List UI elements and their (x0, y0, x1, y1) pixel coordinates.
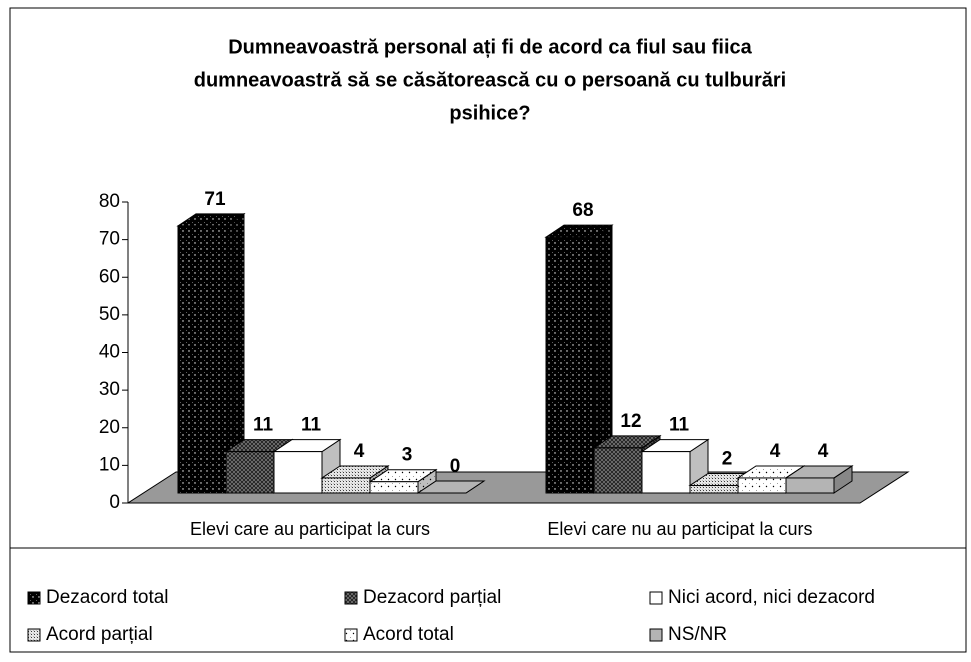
legend-swatch (649, 628, 663, 642)
data-label: 71 (204, 189, 226, 210)
legend-label: Dezacord total (46, 587, 169, 608)
legend-label: NS/NR (668, 624, 727, 645)
data-label: 2 (722, 448, 733, 469)
data-label: 4 (770, 441, 781, 462)
data-label: 11 (253, 415, 274, 436)
y-tick-label: 60 (99, 266, 120, 287)
bar (368, 468, 438, 494)
legend-label: Acord total (363, 624, 454, 645)
bar (544, 224, 614, 494)
legend-label: Dezacord parțial (363, 587, 501, 608)
y-tick-label: 30 (99, 379, 120, 400)
y-tick-label: 10 (99, 454, 120, 475)
x-tick-label: Elevi care au participat la curs (190, 519, 430, 539)
y-tick-label: 50 (99, 304, 120, 325)
data-label: 11 (669, 415, 690, 436)
x-tick-label: Elevi care nu au participat la curs (547, 519, 812, 539)
chart-title: dumneavoastră să se căsătorească cu o pe… (194, 69, 786, 91)
legend-swatch (344, 591, 358, 605)
legend-swatch (649, 591, 663, 605)
legend-border (9, 547, 967, 653)
data-label: 68 (572, 200, 593, 221)
chart-title: psihice? (449, 102, 530, 124)
y-tick-label: 80 (99, 191, 120, 212)
data-label: 0 (450, 456, 461, 477)
y-tick-label: 20 (99, 417, 120, 438)
legend-label: Acord parțial (46, 624, 153, 645)
data-label: 12 (620, 411, 641, 432)
legend-label: Nici acord, nici dezacord (668, 587, 875, 608)
data-label: 4 (354, 441, 365, 462)
chart-title: Dumneavoastră personal ați fi de acord c… (228, 36, 752, 58)
data-label: 11 (301, 415, 322, 436)
data-label: 3 (402, 445, 413, 466)
y-tick-label: 70 (99, 229, 120, 250)
chart-border (9, 7, 967, 549)
y-tick-label: 0 (109, 492, 120, 513)
bar (784, 465, 854, 494)
y-tick-label: 40 (99, 342, 120, 363)
bar (416, 480, 486, 494)
legend-swatch (27, 591, 41, 605)
data-label: 4 (818, 441, 829, 462)
legend-swatch (344, 628, 358, 642)
bar (176, 212, 246, 494)
legend-swatch (27, 628, 41, 642)
